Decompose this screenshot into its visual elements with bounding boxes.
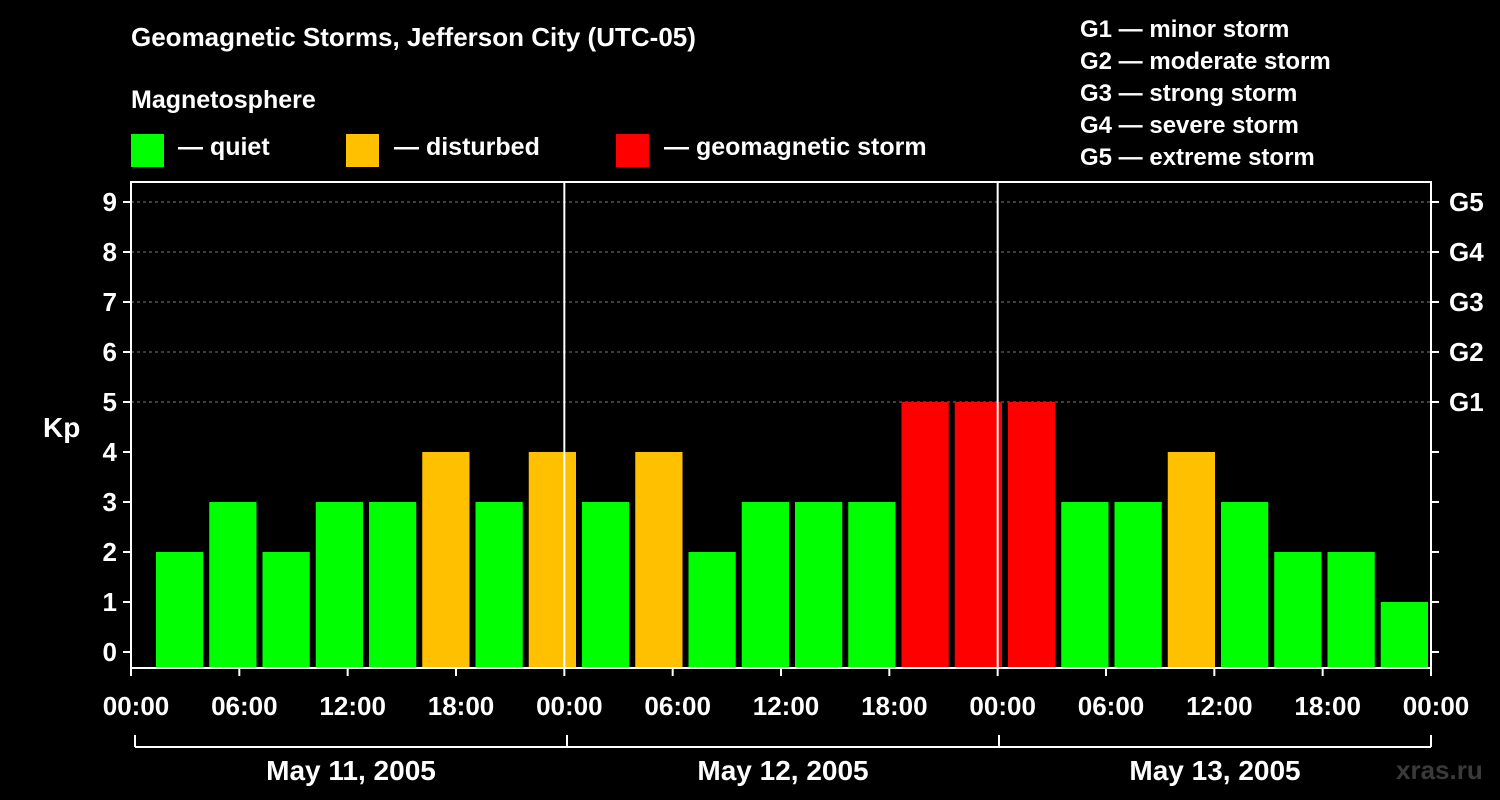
kp-bar: [582, 502, 630, 668]
kp-bar: [1061, 502, 1109, 668]
y-tick-label: 7: [103, 287, 117, 317]
y-tick-label: 2: [103, 537, 117, 567]
kp-bar: [795, 502, 843, 668]
kp-bar: [635, 452, 683, 668]
kp-bar: [1008, 402, 1056, 668]
x-tick-label: 18:00: [428, 691, 495, 721]
storm-level-label: G1: [1449, 387, 1484, 417]
x-tick-label: 06:00: [1078, 691, 1145, 721]
x-tick-label: 12:00: [319, 691, 386, 721]
kp-bar: [315, 502, 363, 668]
y-tick-label: 8: [103, 237, 117, 267]
kp-bar: [528, 452, 576, 668]
legend-heading: Magnetosphere: [131, 86, 316, 114]
kp-bar: [688, 552, 736, 668]
kp-bar: [954, 402, 1002, 668]
y-tick-label: 9: [103, 187, 117, 217]
x-tick-label: 18:00: [1294, 691, 1361, 721]
day-label: May 11, 2005: [266, 755, 436, 786]
scale-g5: G5 — extreme storm: [1080, 144, 1315, 171]
scale-g4: G4 — severe storm: [1080, 112, 1299, 139]
y-tick-label: 3: [103, 487, 117, 517]
legend-swatch-storm: [616, 134, 649, 167]
x-tick-label: 00:00: [103, 691, 170, 721]
y-tick-label: 0: [103, 637, 117, 667]
scale-g3: G3 — strong storm: [1080, 80, 1298, 107]
x-tick-label: 00:00: [536, 691, 603, 721]
kp-bar: [156, 552, 204, 668]
legend-label-storm: — geomagnetic storm: [664, 133, 927, 161]
kp-bar: [475, 502, 523, 668]
kp-bar: [848, 502, 896, 668]
legend-swatch-quiet: [131, 134, 164, 167]
kp-bar: [1167, 452, 1215, 668]
day-label: May 12, 2005: [697, 755, 868, 786]
x-tick-label: 18:00: [861, 691, 928, 721]
storm-level-label: G5: [1449, 187, 1484, 217]
legend-swatch-disturbed: [346, 134, 379, 167]
kp-bar: [741, 502, 789, 668]
x-tick-label: 00:00: [969, 691, 1036, 721]
x-tick-label: 12:00: [753, 691, 820, 721]
kp-bar: [1114, 502, 1162, 668]
kp-bar: [1380, 602, 1428, 668]
legend-label-quiet: — quiet: [178, 133, 270, 161]
kp-bar: [1274, 552, 1322, 668]
kp-bar: [901, 402, 949, 668]
y-tick-label: 6: [103, 337, 117, 367]
kp-bar: [422, 452, 470, 668]
y-tick-label: 4: [103, 437, 118, 467]
y-axis-label: Kp: [43, 412, 81, 443]
y-tick-label: 1: [103, 587, 117, 617]
x-tick-label: 06:00: [211, 691, 278, 721]
storm-level-label: G2: [1449, 337, 1484, 367]
watermark: xras.ru: [1396, 755, 1483, 785]
kp-bar: [1327, 552, 1375, 668]
day-label: May 13, 2005: [1129, 755, 1300, 786]
kp-bar: [262, 552, 310, 668]
x-tick-label: 06:00: [644, 691, 711, 721]
x-tick-label: 00:00: [1403, 691, 1470, 721]
scale-g2: G2 — moderate storm: [1080, 48, 1331, 75]
kp-bar: [209, 502, 257, 668]
x-tick-label: 12:00: [1186, 691, 1253, 721]
storm-level-label: G4: [1449, 237, 1484, 267]
legend-label-disturbed: — disturbed: [394, 133, 540, 161]
kp-bar: [369, 502, 417, 668]
scale-g1: G1 — minor storm: [1080, 16, 1290, 43]
y-tick-label: 5: [103, 387, 117, 417]
storm-level-label: G3: [1449, 287, 1484, 317]
kp-bar: [1221, 502, 1269, 668]
chart-title: Geomagnetic Storms, Jefferson City (UTC-…: [131, 22, 696, 52]
